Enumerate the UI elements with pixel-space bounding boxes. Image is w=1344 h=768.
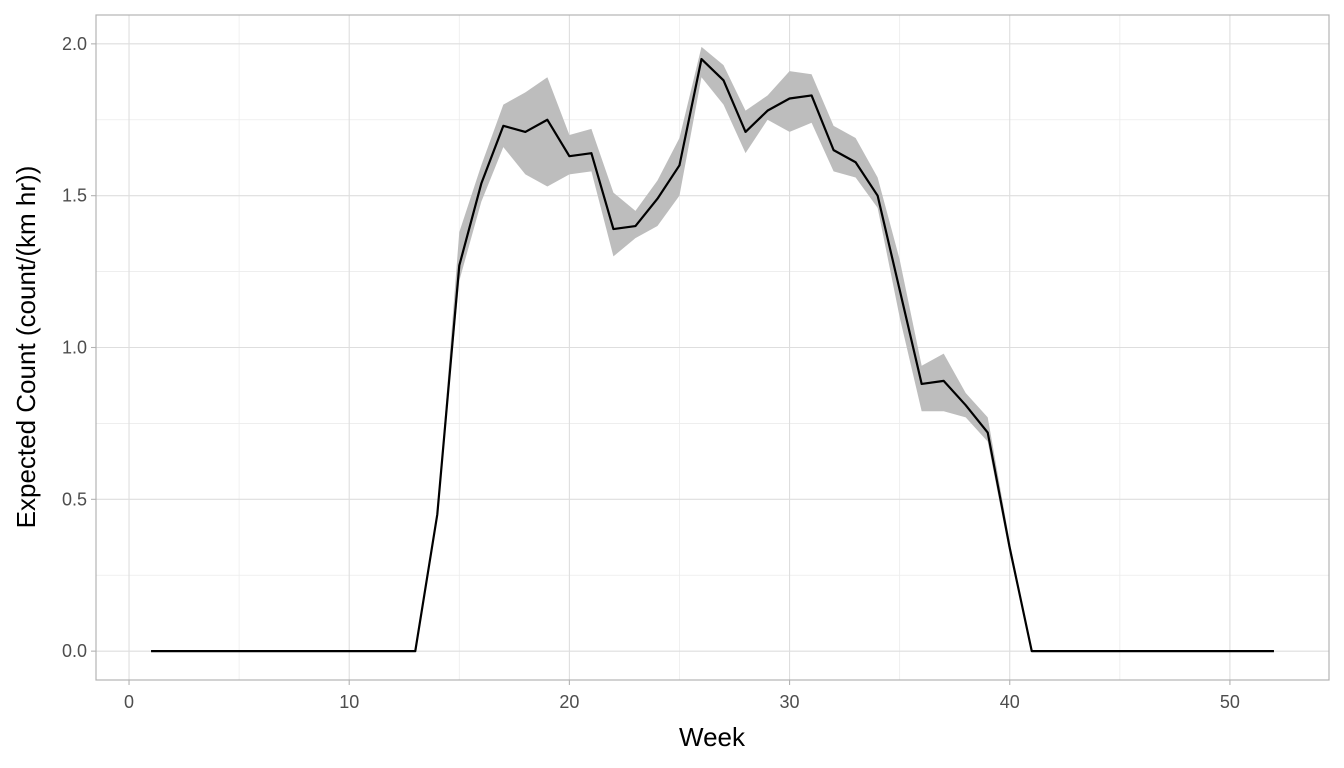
expected-count-line — [151, 57, 1274, 653]
series-layer — [151, 46, 1274, 653]
y-tick-label: 2.0 — [62, 34, 87, 54]
x-tick-label: 50 — [1220, 692, 1240, 712]
x-tick-label: 0 — [124, 692, 134, 712]
y-tick-label: 1.0 — [62, 338, 87, 358]
x-tick-label: 10 — [339, 692, 359, 712]
y-tick-labels: 0.0 0.5 1.0 1.5 2.0 — [62, 34, 87, 661]
x-tick-labels: 0 10 20 30 40 50 — [124, 692, 1240, 712]
axis-ticks — [91, 43, 1231, 685]
x-tick-label: 20 — [559, 692, 579, 712]
x-tick-label: 40 — [1000, 692, 1020, 712]
x-tick-label: 30 — [780, 692, 800, 712]
y-tick-label: 0.5 — [62, 489, 87, 509]
x-axis-title: Week — [679, 722, 746, 752]
y-axis-title: Expected Count (count/(km hr)) — [11, 166, 41, 529]
major-gridlines — [96, 15, 1329, 680]
y-tick-label: 0.0 — [62, 641, 87, 661]
y-tick-label: 1.5 — [62, 186, 87, 206]
